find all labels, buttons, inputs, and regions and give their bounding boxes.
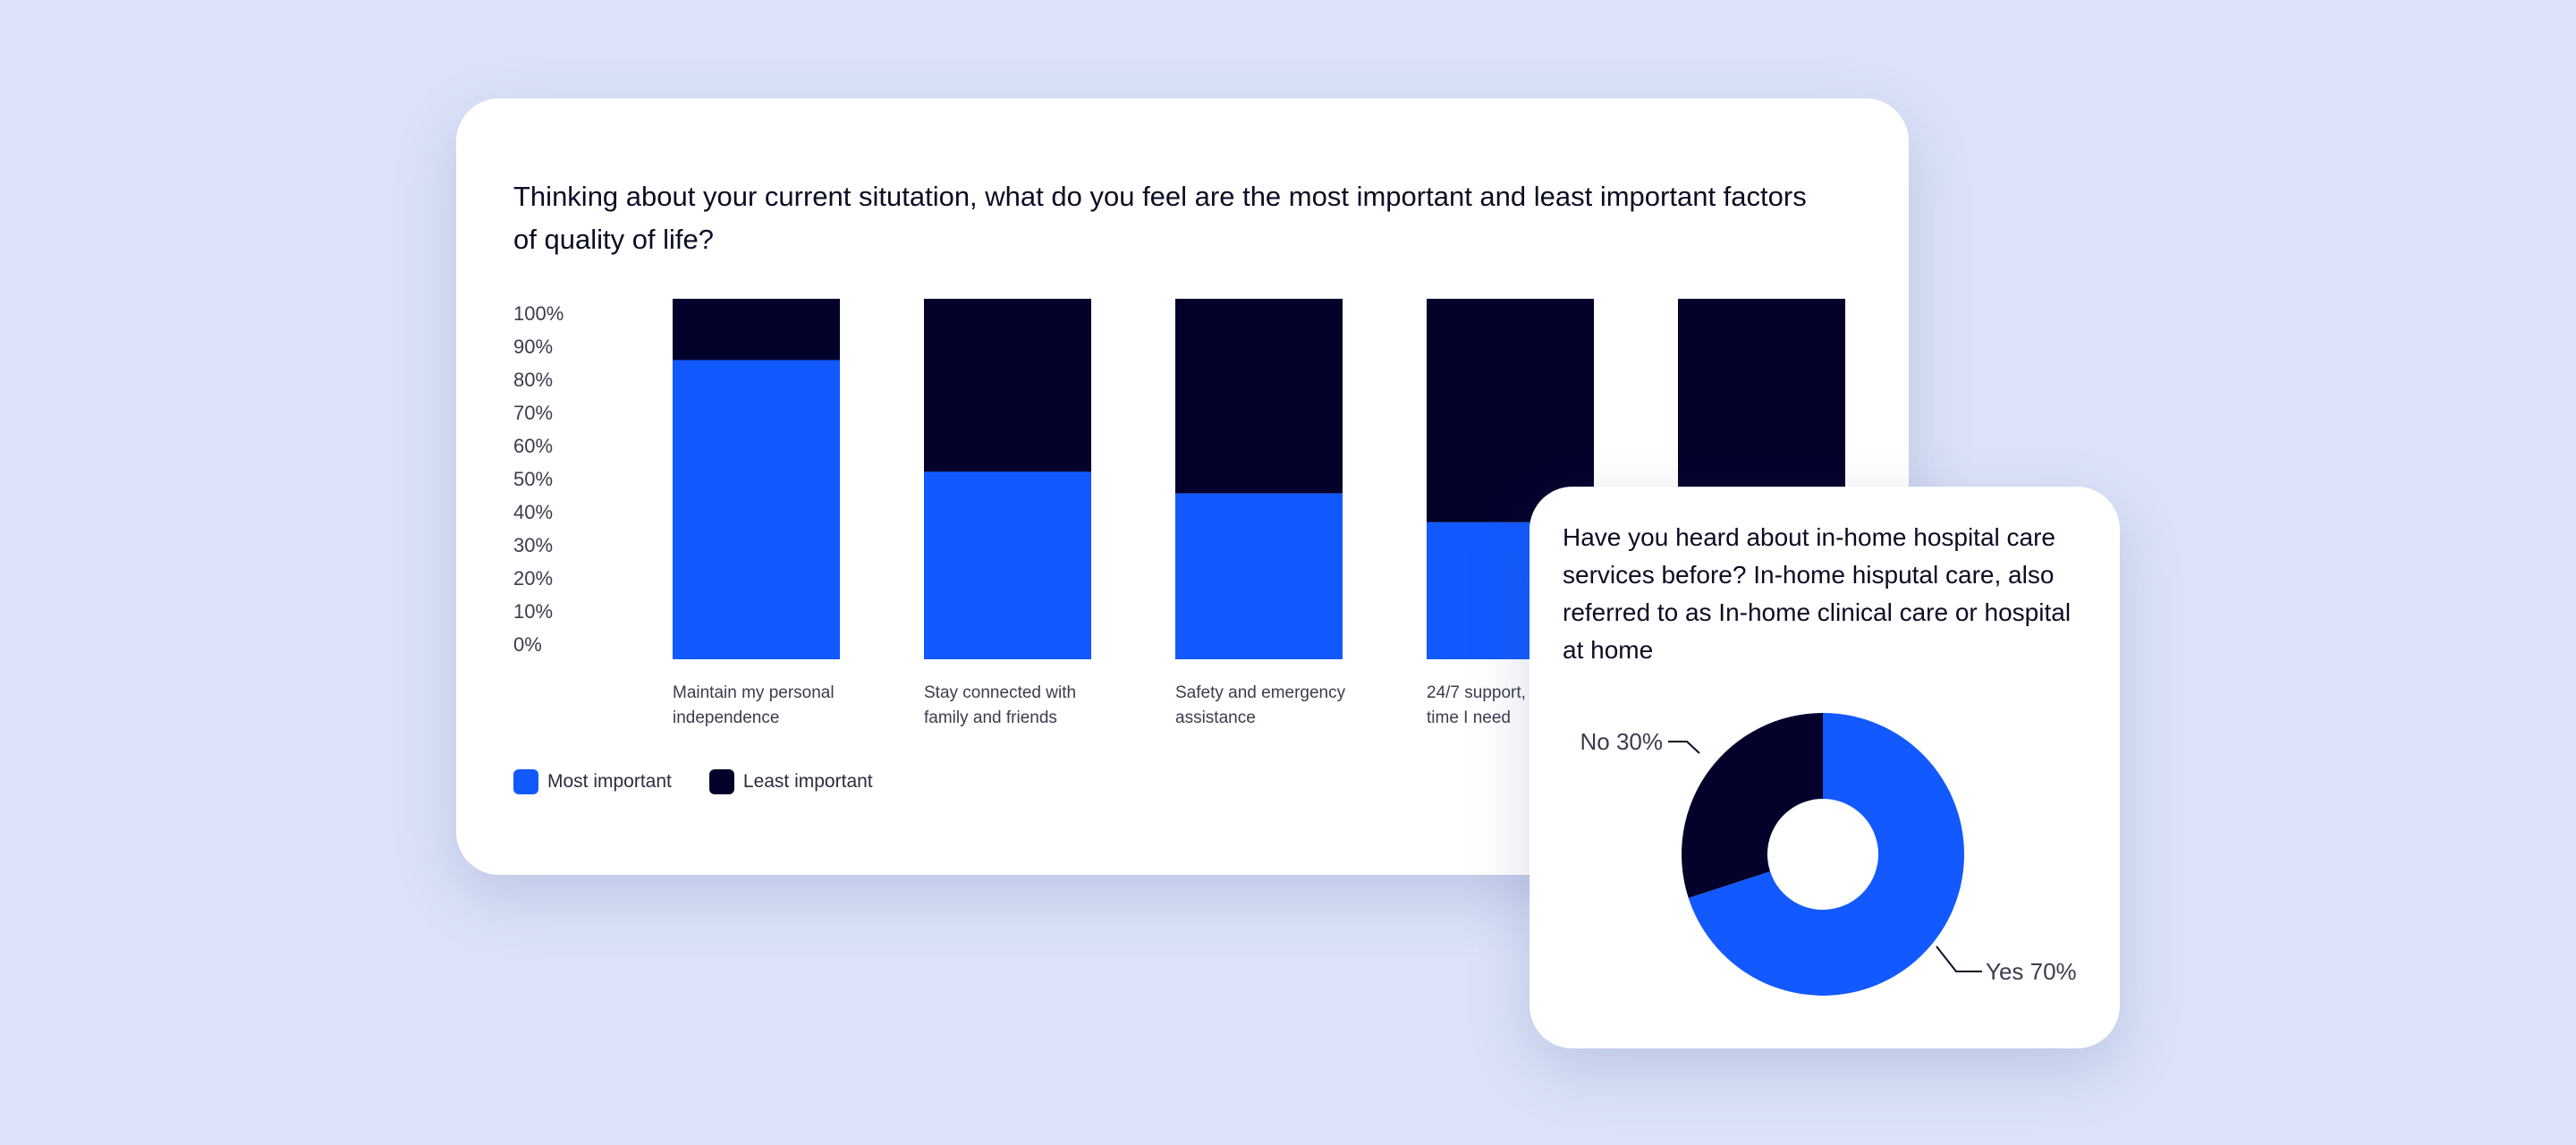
bar-least-important	[1427, 299, 1594, 522]
leader-line-yes	[1936, 946, 1982, 972]
donut-chart-question: Have you heard about in-home hospital ca…	[1563, 523, 2072, 664]
x-category-label: independence	[673, 708, 779, 727]
bar-least-important	[1175, 299, 1343, 494]
y-tick-label: 10%	[513, 600, 553, 623]
y-tick-label: 80%	[513, 369, 553, 391]
slice-label-yes: Yes 70%	[1986, 958, 2077, 985]
y-tick-label: 40%	[513, 501, 553, 523]
y-tick-label: 0%	[513, 633, 542, 656]
y-tick-label: 50%	[513, 468, 553, 490]
legend-label-most-important: Most important	[547, 771, 672, 792]
y-tick-label: 70%	[513, 402, 553, 424]
leader-line-no	[1668, 741, 1700, 754]
bar-least-important	[924, 299, 1091, 472]
x-category-label: family and friends	[924, 708, 1057, 727]
legend-item-most-important: Most important	[513, 769, 672, 794]
donut-slice-no	[1682, 713, 1823, 898]
x-category-label: Safety and emergency	[1175, 683, 1346, 702]
legend-item-least-important: Least important	[708, 769, 873, 794]
legend-label-least-important: Least important	[742, 771, 873, 792]
x-category-label: Stay connected with	[924, 683, 1076, 702]
bar-most-important	[673, 360, 840, 659]
y-tick-label: 20%	[513, 567, 553, 589]
x-category-label: 24/7 support,	[1427, 683, 1526, 702]
donut-slice-yes	[1688, 713, 1964, 996]
y-tick-label: 60%	[513, 435, 553, 457]
x-category-label: Maintain my personal	[673, 683, 835, 702]
bar-chart-legend: Most important Least important	[513, 769, 873, 794]
x-category-label: time I need	[1427, 708, 1511, 727]
bar-chart-question: Thinking about your current situtation, …	[513, 181, 1807, 255]
x-category-label: assistance	[1175, 708, 1256, 727]
y-tick-label: 90%	[513, 335, 553, 358]
bar-least-important	[673, 299, 840, 360]
donut-chart: Yes 70% No 30%	[1580, 713, 2077, 996]
legend-swatch-most-important	[513, 769, 538, 794]
legend-swatch-least-important	[708, 769, 734, 794]
y-tick-label: 100%	[513, 302, 564, 325]
slice-label-no: No 30%	[1580, 728, 1664, 755]
bar-most-important	[924, 471, 1091, 659]
y-tick-label: 30%	[513, 534, 553, 556]
bar-most-important	[1175, 493, 1343, 659]
donut-chart-card: Have you heard about in-home hospital ca…	[1530, 487, 2120, 1048]
